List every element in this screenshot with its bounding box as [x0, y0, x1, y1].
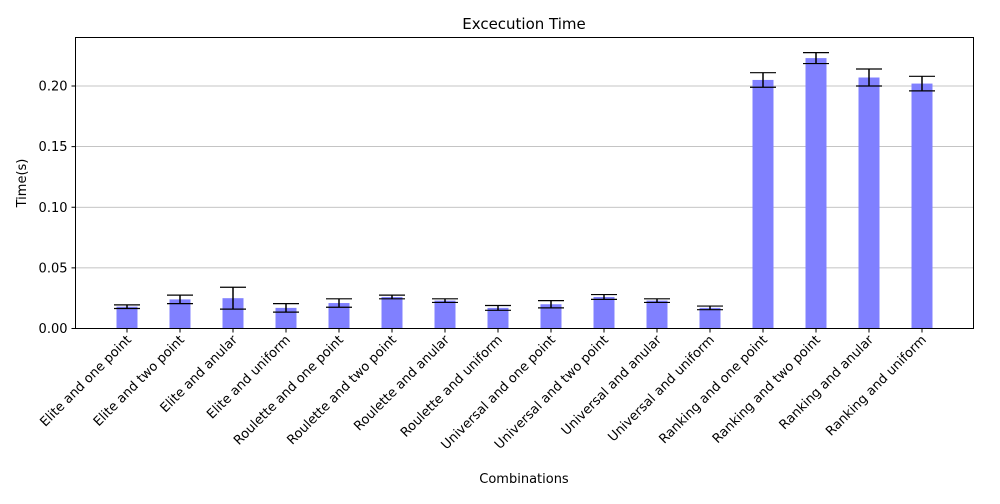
bar: [805, 58, 827, 329]
bar: [593, 296, 615, 329]
bar: [434, 300, 456, 329]
bar: [275, 307, 297, 329]
y-tick-label: 0.00: [39, 322, 68, 337]
plot-frame: [75, 37, 974, 329]
bar: [381, 296, 403, 329]
x-axis-label: Combinations: [479, 472, 569, 487]
bar: [116, 306, 138, 329]
bar: [487, 307, 509, 329]
bar: [328, 303, 350, 329]
bar: [222, 298, 244, 329]
bar: [646, 300, 668, 329]
y-axis: 0.00 0.05 0.10 0.15 0.20: [39, 80, 76, 337]
bar: [752, 79, 774, 329]
error-bars: [114, 52, 935, 313]
bar: [169, 299, 191, 329]
bars: [116, 58, 933, 329]
y-tick-label: 0.10: [39, 201, 68, 216]
bar: [540, 304, 562, 329]
y-axis-label: Time(s): [15, 159, 30, 209]
y-tick-label: 0.05: [39, 261, 68, 276]
y-tick-label: 0.20: [39, 80, 68, 95]
bar: [858, 77, 880, 329]
y-tick-label: 0.15: [39, 140, 68, 155]
bar: [911, 83, 933, 329]
chart-title: Excecution Time: [462, 15, 586, 33]
bar: [699, 307, 721, 329]
